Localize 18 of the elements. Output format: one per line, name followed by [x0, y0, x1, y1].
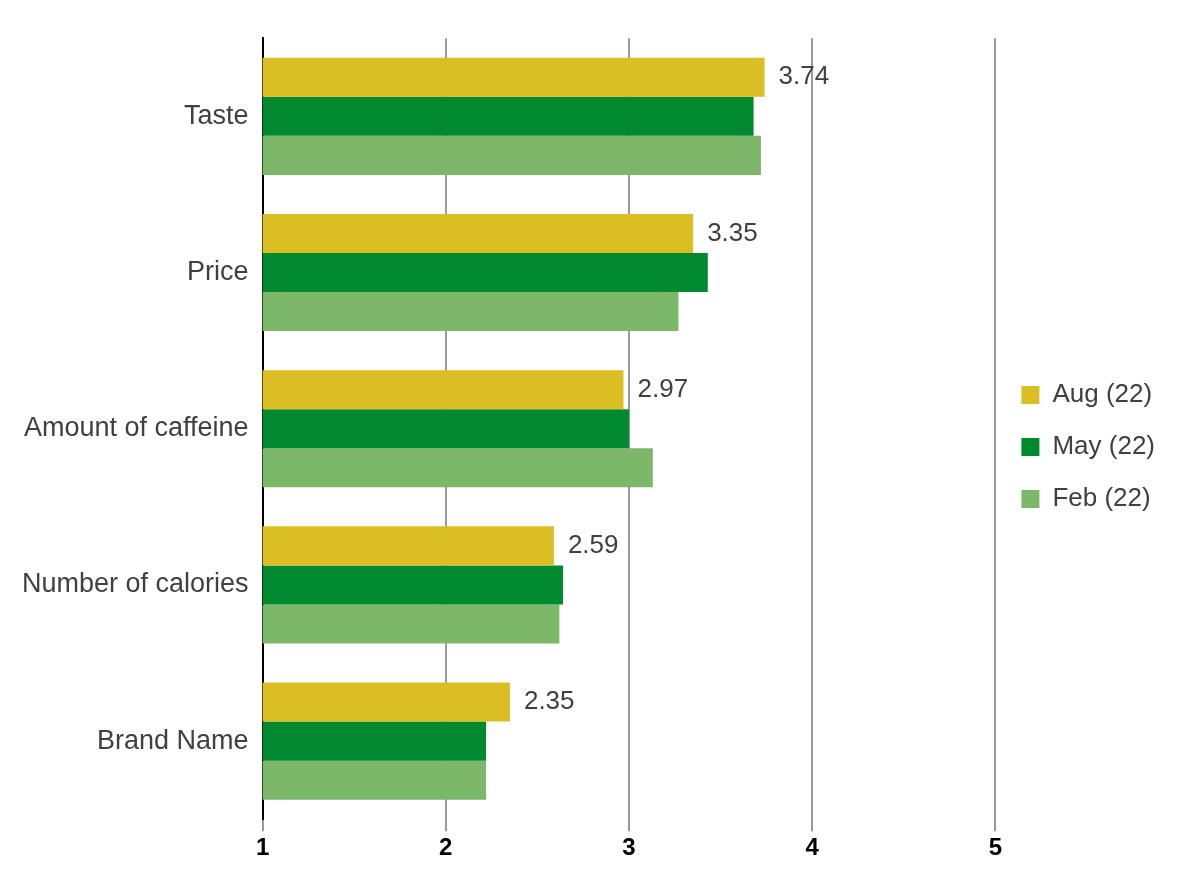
x-tick-label: 2: [439, 833, 453, 861]
x-tick-label: 4: [805, 833, 820, 861]
legend-label: May (22): [1052, 430, 1155, 461]
data-label: 2.97: [637, 372, 689, 403]
y-tick-label: Number of calories: [21, 568, 249, 599]
y-tick-label: Taste: [184, 99, 249, 130]
data-label: 3.35: [707, 216, 758, 247]
data-label: 2.59: [567, 529, 619, 560]
y-tick-label: Price: [187, 255, 249, 286]
x-tick-label: 3: [622, 833, 636, 861]
x-tick-label: 5: [988, 833, 1003, 861]
x-tick-label: 1: [255, 833, 270, 861]
y-tick-label: Amount of caffeine: [23, 412, 249, 443]
data-label: 2.35: [523, 685, 575, 716]
legend-label: Aug (22): [1052, 378, 1153, 409]
data-label: 3.74: [778, 60, 830, 91]
y-tick-label: Brand Name: [97, 724, 249, 755]
legend-label: Feb (22): [1052, 482, 1151, 513]
